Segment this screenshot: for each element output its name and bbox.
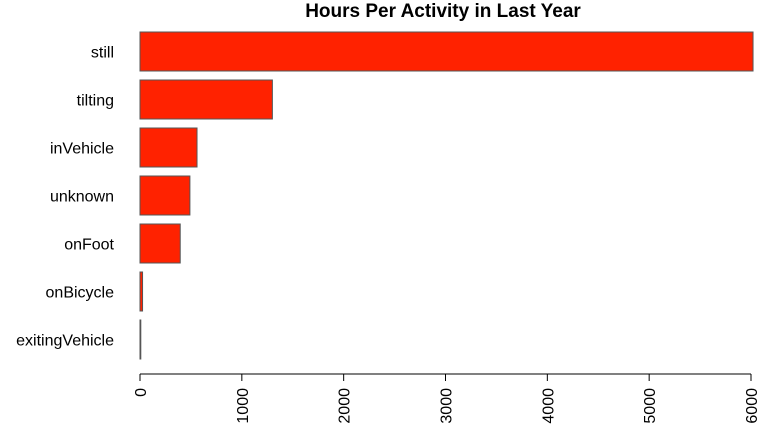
category-labels: still tilting inVehicle unknown onFoot onBicy… [16,45,114,350]
x-axis: 0 1000 2000 3000 4000 5000 6000 [133,373,761,424]
bar-onBicycle [139,271,144,312]
bar-exitingVehicle [139,319,142,360]
x-tick-label-3000: 3000 [439,388,456,424]
x-tick-label-4000: 4000 [540,388,557,424]
x-tick-label-2000: 2000 [337,388,354,424]
x-tick-label-6000: 6000 [744,388,761,424]
bar-unknown [139,175,191,216]
category-label-tilting: tilting [77,93,114,110]
category-label-unknown: unknown [50,189,114,206]
bar-still [139,31,754,72]
x-tick-label-1000: 1000 [235,388,252,424]
category-label-inVehicle: inVehicle [50,141,114,158]
bar-inVehicle [139,127,198,168]
x-tick-label-0: 0 [133,388,150,397]
bar-onFoot [139,223,181,264]
category-label-still: still [91,45,114,62]
category-label-onFoot: onFoot [64,237,114,254]
chart-title: Hours Per Activity in Last Year [305,1,581,22]
bars-group [139,31,754,360]
category-label-onBicycle: onBicycle [46,285,115,302]
category-label-exitingVehicle: exitingVehicle [16,333,114,350]
bar-tilting [139,79,273,120]
x-tick-label-5000: 5000 [642,388,659,424]
